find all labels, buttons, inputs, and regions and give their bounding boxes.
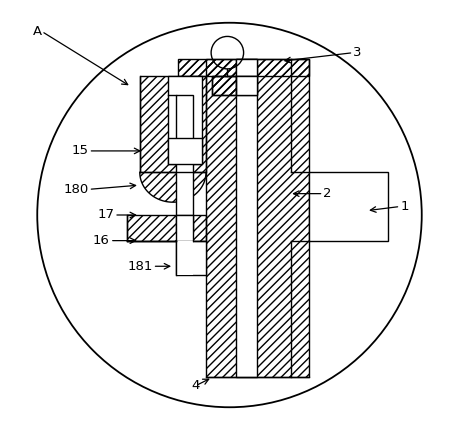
Text: 1: 1 [400,200,409,213]
Bar [236,76,257,95]
Bar [178,59,236,76]
Bar [140,76,206,172]
Bar [308,172,387,241]
Bar [176,95,193,232]
Bar [127,215,206,241]
Text: 4: 4 [191,379,200,393]
Bar [176,241,193,275]
Text: 2: 2 [324,187,332,200]
Bar [213,76,236,95]
Text: 3: 3 [353,46,362,59]
Text: 180: 180 [63,183,89,196]
Bar [178,59,308,76]
Bar [168,76,202,164]
Bar [236,59,257,76]
Text: 16: 16 [93,234,110,247]
Bar [176,241,206,275]
Bar [213,76,257,95]
Text: 15: 15 [72,144,89,157]
Bar [236,59,257,378]
Bar [206,59,308,378]
Text: A: A [33,25,41,38]
Bar [168,138,202,164]
Bar [127,215,206,241]
Bar [213,76,236,95]
Text: 17: 17 [97,209,114,221]
Text: 181: 181 [127,260,152,273]
Bar [176,215,193,241]
